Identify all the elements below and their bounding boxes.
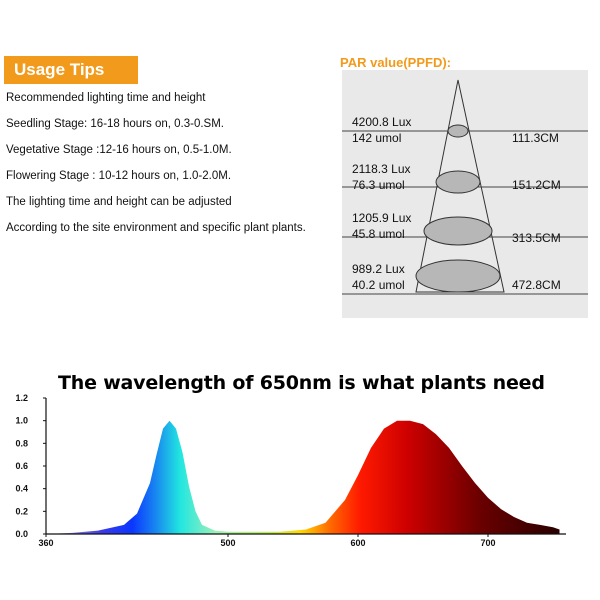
usage-tip-line: The lighting time and height can be adju… xyxy=(6,196,232,208)
y-tick-label: 0.6 xyxy=(15,461,28,471)
par-lux: 989.2 Lux xyxy=(352,262,405,276)
par-cone-diagram: 4200.8 Lux 142 umol 111.3CM 2118.3 Lux 7… xyxy=(342,79,588,295)
chart-title: The wavelength of 650nm is what plants n… xyxy=(58,372,545,394)
par-distance: 472.8CM xyxy=(512,278,561,292)
usage-tip-line: According to the site environment and sp… xyxy=(6,222,306,234)
x-tick-label: 600 xyxy=(350,538,365,548)
y-tick-label: 0.2 xyxy=(15,506,28,516)
usage-tip-line: Recommended lighting time and height xyxy=(6,92,206,104)
par-umol: 76.3 umol xyxy=(352,178,405,192)
spectrum-area xyxy=(46,420,560,534)
tick-labels: 0.0 0.2 0.4 0.6 0.8 1.0 1.2 360 500 600 700 xyxy=(15,393,495,548)
usage-tips-title: Usage Tips xyxy=(4,56,138,84)
par-lux: 2118.3 Lux xyxy=(352,162,411,176)
usage-tip-line: Seedling Stage: 16-18 hours on, 0.3-0.SM… xyxy=(6,118,225,130)
x-tick-label: 700 xyxy=(480,538,495,548)
light-spot xyxy=(435,170,481,194)
x-tick-label: 360 xyxy=(38,538,53,548)
par-umol: 40.2 umol xyxy=(352,278,405,292)
par-title: PAR value(PPFD): xyxy=(340,55,451,70)
par-panel: 4200.8 Lux 142 umol 111.3CM 2118.3 Lux 7… xyxy=(342,70,588,318)
x-tick-label: 500 xyxy=(220,538,235,548)
par-distance: 151.2CM xyxy=(512,178,561,192)
y-tick-label: 1.0 xyxy=(15,416,28,426)
light-spot xyxy=(415,259,501,293)
y-tick-label: 0.8 xyxy=(15,438,28,448)
y-tick-label: 0.4 xyxy=(15,484,28,494)
light-spot xyxy=(423,216,493,246)
par-umol: 142 umol xyxy=(352,131,401,145)
y-tick-label: 1.2 xyxy=(15,393,28,403)
par-umol: 45.8 umol xyxy=(352,227,405,241)
usage-tip-line: Flowering Stage : 10-12 hours on, 1.0-2.… xyxy=(6,170,232,182)
spectrum-chart: 0.0 0.2 0.4 0.6 0.8 1.0 1.2 360 500 600 700 xyxy=(15,393,566,548)
usage-tip-line: Vegetative Stage :12-16 hours on, 0.5-1.… xyxy=(6,144,232,156)
par-lux: 1205.9 Lux xyxy=(352,211,411,225)
y-tick-label: 0.0 xyxy=(15,529,28,539)
par-lux: 4200.8 Lux xyxy=(352,115,411,129)
light-spot xyxy=(447,124,469,138)
usage-tips-list: Recommended lighting time and height See… xyxy=(6,90,336,246)
par-distance: 111.3CM xyxy=(512,131,559,145)
par-distance: 313.5CM xyxy=(512,231,561,245)
